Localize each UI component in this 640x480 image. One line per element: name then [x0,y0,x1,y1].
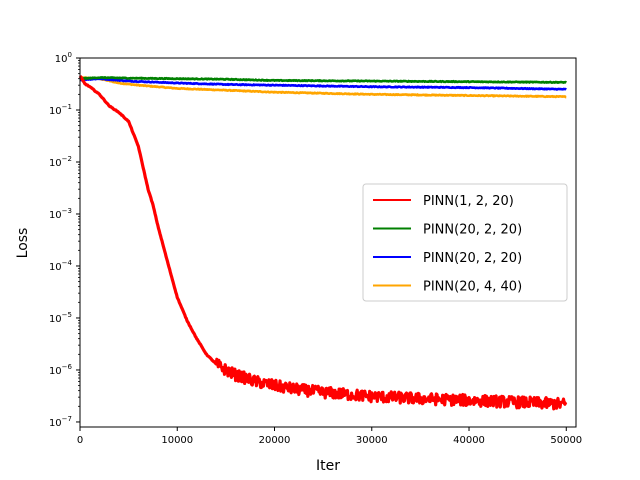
legend-entry-1: PINN(20, 2, 20) [423,223,522,238]
x-axis-label: Iter [316,458,340,474]
x-tick-label: 0 [77,435,83,446]
x-tick-label: 40000 [453,435,485,446]
legend: PINN(1, 2, 20) PINN(20, 2, 20) PINN(20, 2,… [362,183,568,302]
y-tick-exponent: −1 [62,103,72,111]
y-tick-exponent: 0 [68,51,72,59]
y-tick-exponent: −6 [62,363,73,371]
y-tick-exponent: −4 [62,259,73,267]
series-layer [78,75,568,411]
legend-entry-2: PINN(20, 2, 20) [423,251,522,266]
x-tick-label: 20000 [259,435,291,446]
series-line-2 [79,77,567,91]
legend-entry-0: PINN(1, 2, 20) [423,194,514,209]
plot-frame [79,57,577,428]
legend-entry-3: PINN(20, 4, 40) [423,280,522,295]
y-tick-exponent: −7 [62,415,72,423]
series-line-3 [79,76,567,99]
y-axis-label: Loss [15,228,31,259]
x-tick-label: 30000 [356,435,388,446]
x-tick-label: 10000 [161,435,193,446]
x-tick-label: 50000 [550,435,582,446]
y-tick-exponent: −2 [62,155,72,163]
series-line-1 [79,76,568,84]
y-tick-exponent: −5 [62,311,72,319]
y-tick-exponent: −3 [62,207,72,215]
series-line-0 [78,75,568,411]
legend-box [362,183,568,302]
